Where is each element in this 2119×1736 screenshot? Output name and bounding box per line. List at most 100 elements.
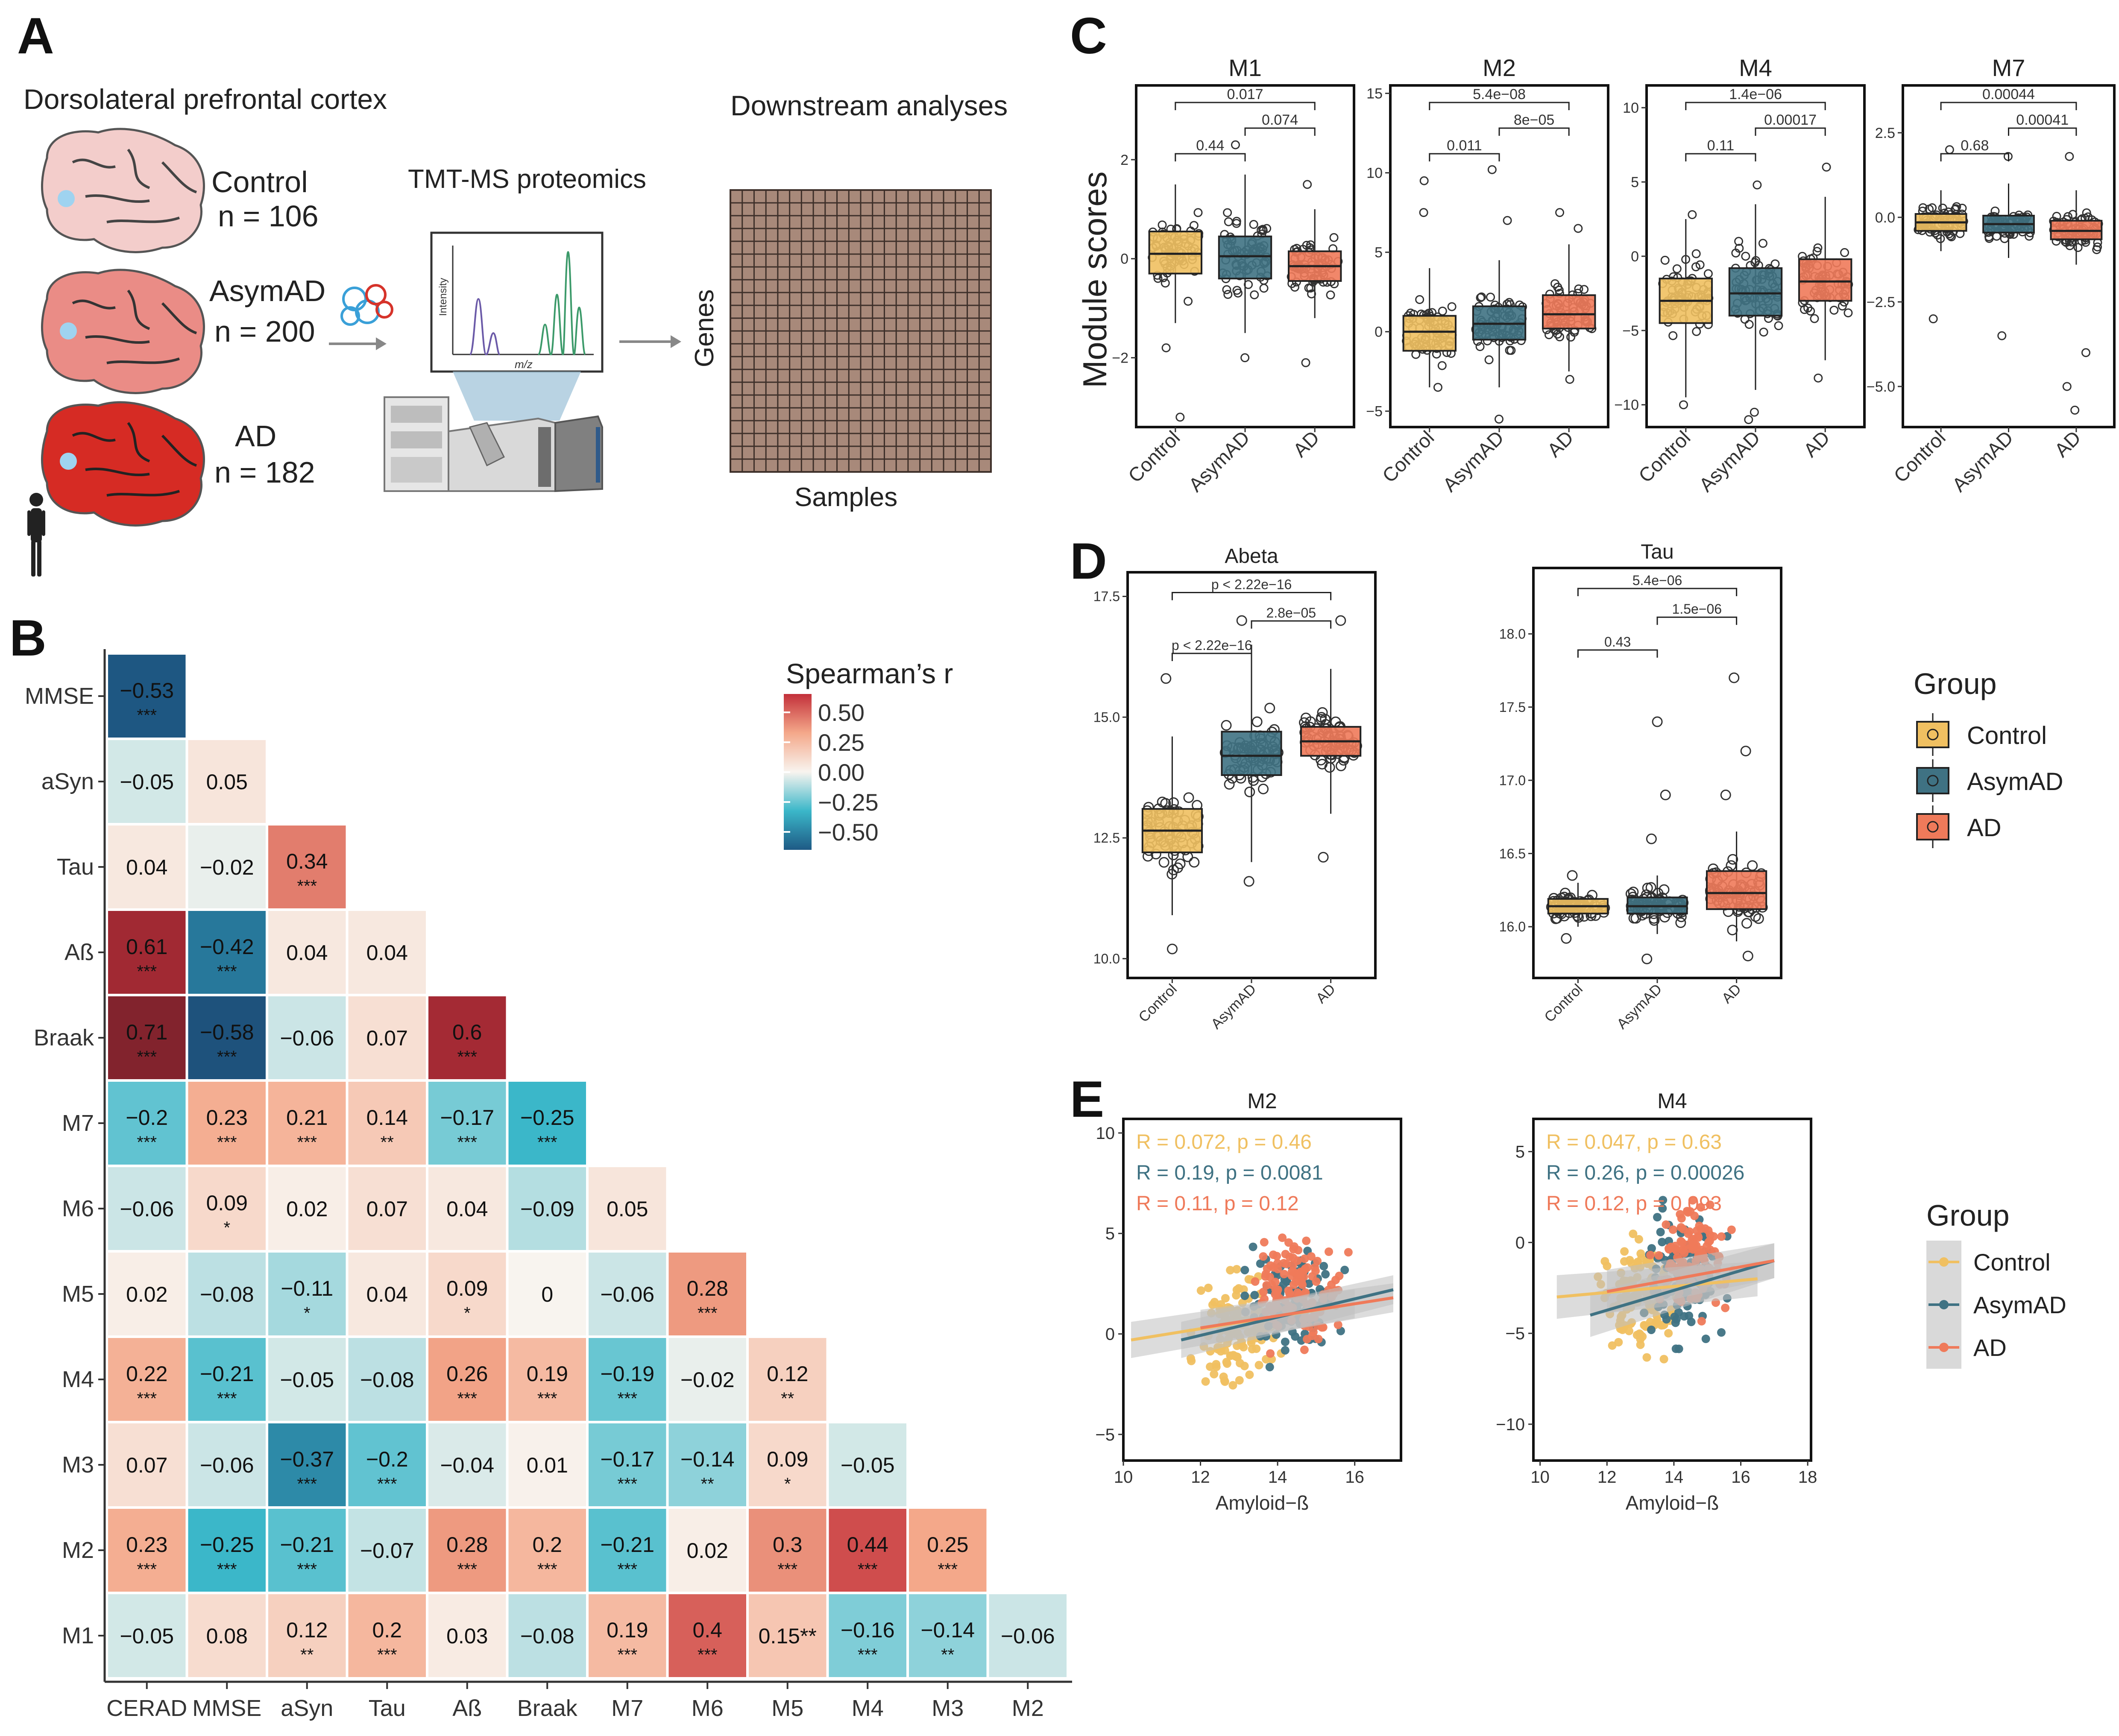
jitter-point: [1233, 288, 1243, 298]
heatmap-cell: [188, 1594, 266, 1677]
heatmap-cell-significance: **: [781, 1389, 794, 1408]
significance-pvalue: 0.68: [1961, 138, 1989, 154]
significance-pvalue: 1.5e−06: [1672, 601, 1722, 617]
colorbar-tick-label: 0.50: [818, 699, 865, 726]
heatmap-row-label: M7: [62, 1110, 94, 1136]
significance-bracket: [1656, 616, 1738, 625]
scatter-point: [1653, 1213, 1662, 1222]
facet-title: M4: [1657, 1089, 1687, 1113]
scatter-point: [1647, 1244, 1656, 1253]
significance-bracket: [1429, 102, 1570, 110]
fit-confidence-band: [1607, 1243, 1774, 1314]
box-iqr: [1798, 258, 1852, 302]
facet-frame: [1122, 1118, 1402, 1462]
jitter-point: [1812, 247, 1822, 256]
x-tick-label: 16: [1731, 1468, 1750, 1487]
legend-point-key: [1939, 1257, 1949, 1267]
jitter-point: [1249, 220, 1258, 229]
x-tick-label: 14: [1665, 1468, 1684, 1487]
scatter-point: [1319, 1262, 1328, 1271]
heatmap-cell-value: −0.16: [841, 1618, 895, 1642]
heatmap-cell: [108, 1423, 186, 1506]
peptide-icon: [340, 284, 393, 326]
jitter-point: [1559, 887, 1571, 899]
jitter-point: [1189, 857, 1200, 868]
jitter-point: [1642, 882, 1653, 893]
correlation-stat: R = 0.26, p = 0.00026: [1546, 1162, 1744, 1184]
jitter-point: [1672, 264, 1682, 273]
scatter-point: [1697, 1224, 1706, 1233]
significance-bracket: [1175, 102, 1316, 110]
heatmap-cell-value: 0.23: [206, 1106, 248, 1130]
heatmap-cell: [428, 1338, 506, 1421]
y-tick-label: 2.5: [1875, 125, 1895, 141]
outlier-point: [1567, 870, 1578, 881]
heatmap-cell-significance: ***: [617, 1560, 637, 1579]
outlier-point: [1565, 375, 1574, 384]
correlation-stat: R = 0.11, p = 0.12: [1136, 1192, 1299, 1215]
heatmap-cell: [589, 1509, 666, 1592]
heatmap-col-label: M7: [611, 1695, 643, 1721]
heatmap-cell-value: −0.21: [600, 1533, 654, 1557]
scatter-point: [1234, 1284, 1243, 1293]
scatter-point: [1259, 1288, 1268, 1297]
outlier-point: [1997, 331, 2007, 340]
heatmap-cell-value: 0.07: [126, 1453, 167, 1477]
heatmap-cell: [589, 1167, 666, 1250]
jitter-point: [1580, 285, 1589, 294]
heatmap-cell: [108, 1509, 186, 1592]
outlier-point: [1236, 615, 1247, 626]
significance-bracket: [1498, 127, 1570, 136]
heatmap-cell-value: 0.04: [366, 941, 408, 965]
heatmap-cell-value: 0.02: [286, 1197, 328, 1221]
outlier-point: [1494, 414, 1504, 424]
heatmap-col-label: Tau: [369, 1695, 406, 1721]
jitter-point: [1734, 237, 1744, 246]
heatmap-cell: [188, 1253, 266, 1335]
jitter-point: [1222, 285, 1231, 294]
x-tick-label: AsymAD: [1948, 426, 2017, 496]
jitter-point: [1813, 243, 1823, 252]
heatmap-row-label: M4: [62, 1367, 94, 1392]
heatmap-cell: [348, 1338, 426, 1421]
scatter-point: [1216, 1300, 1225, 1309]
legend-point-key: [1939, 1300, 1949, 1309]
scatter-point: [1334, 1320, 1342, 1329]
method-label: TMT-MS proteomics: [408, 164, 646, 194]
heatmap-cell-value: 0.2: [372, 1618, 402, 1642]
scatter-point: [1721, 1303, 1730, 1312]
outlier-point: [1729, 672, 1740, 683]
outlier-point: [1166, 943, 1178, 954]
outlier-point: [1679, 400, 1688, 410]
scatter-point: [1303, 1335, 1312, 1344]
jitter-point: [1747, 860, 1758, 871]
correlation-stat: R = 0.047, p = 0.63: [1546, 1131, 1722, 1153]
scatter-point: [1265, 1273, 1274, 1282]
heatmap-cell: [589, 1423, 666, 1506]
group-control-n: n = 106: [218, 199, 319, 233]
significance-pvalue: 0.00044: [1982, 86, 2035, 102]
x-tick-label: Control: [1378, 426, 1439, 487]
scatter-point: [1259, 1252, 1268, 1261]
y-tick-label: 0: [1375, 324, 1383, 340]
heatmap-cell-value: −0.05: [280, 1368, 334, 1392]
region-label: Dorsolateral prefrontal cortex: [23, 83, 387, 115]
significance-bracket: [2008, 127, 2077, 136]
heatmap-cell-significance: ***: [137, 706, 157, 725]
jitter-point: [1184, 296, 1193, 306]
scatter-point: [1656, 1227, 1665, 1236]
heatmap-col-label: M6: [692, 1695, 724, 1721]
y-tick-label: 10: [1096, 1124, 1115, 1143]
y-tick-label: 15.0: [1093, 709, 1120, 725]
heatmap-cell: [508, 1167, 586, 1250]
box-iqr: [1402, 315, 1457, 352]
heatmap-col-label: M3: [932, 1695, 964, 1721]
heatmap-col-label: M2: [1012, 1695, 1044, 1721]
y-tick-label: 12.5: [1093, 830, 1120, 846]
panel-label-c: C: [1070, 7, 1107, 64]
y-tick-label: −2.5: [1867, 294, 1895, 310]
heatmap-cell-value: 0.25: [927, 1533, 968, 1557]
y-tick-label: 2: [1120, 152, 1128, 168]
jitter-point: [1992, 231, 2002, 241]
outlier-point: [1646, 833, 1657, 844]
